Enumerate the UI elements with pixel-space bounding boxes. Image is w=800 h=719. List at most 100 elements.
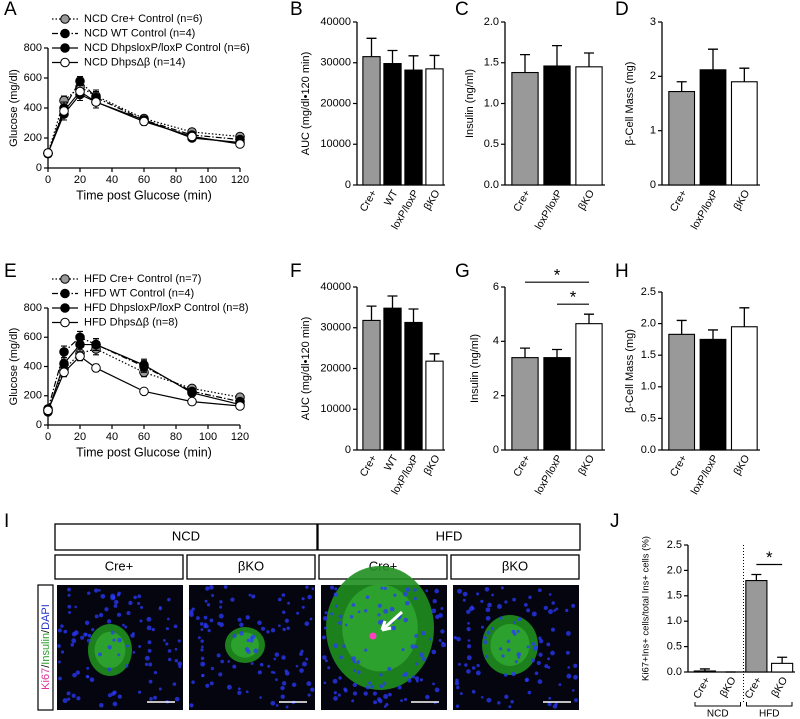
- data-point: [75, 86, 85, 97]
- nucleus: [327, 666, 331, 670]
- nucleus: [200, 639, 204, 643]
- nucleus: [174, 696, 180, 702]
- nucleus: [513, 632, 517, 636]
- nucleus: [573, 663, 578, 668]
- nucleus: [237, 687, 241, 691]
- nucleus: [352, 682, 358, 688]
- nucleus: [248, 593, 252, 597]
- nucleus: [480, 696, 484, 699]
- x-tick-label: βKO: [731, 453, 752, 477]
- nucleus: [139, 619, 143, 623]
- nucleus: [337, 693, 341, 697]
- error-bar: [552, 348, 562, 358]
- nucleus: [414, 676, 420, 681]
- x-tick-label: 20: [74, 174, 86, 186]
- arrow: [380, 610, 404, 632]
- nucleus: [133, 595, 137, 600]
- nucleus: [76, 696, 81, 701]
- nucleus: [380, 586, 384, 590]
- nucleus: [508, 705, 512, 709]
- error-bar: [584, 52, 594, 67]
- nucleus: [200, 645, 204, 649]
- nucleus: [74, 605, 77, 609]
- y-tick-label: 20000: [320, 97, 351, 109]
- nucleus: [147, 648, 152, 653]
- stain-part: Ki67: [40, 668, 52, 690]
- data-point: [187, 388, 197, 398]
- nucleus: [413, 588, 417, 592]
- nucleus: [137, 594, 142, 599]
- nucleus: [259, 662, 264, 667]
- nucleus: [275, 704, 279, 707]
- nucleus: [553, 609, 556, 612]
- nucleus: [301, 597, 305, 601]
- nucleus: [165, 642, 169, 646]
- nucleus: [402, 591, 408, 597]
- nucleus: [330, 585, 335, 590]
- column-label: Cre+: [105, 558, 134, 573]
- y-tick-label: 1.5: [667, 590, 682, 602]
- y-tick-label: 10000: [320, 138, 351, 150]
- nucleus: [435, 614, 440, 620]
- nucleus: [334, 604, 338, 608]
- bar: [511, 71, 539, 186]
- nucleus: [457, 588, 463, 594]
- nucleus: [246, 638, 250, 643]
- nucleus: [71, 693, 76, 698]
- bar: [730, 326, 758, 451]
- y-tick-label: 1.0: [667, 615, 682, 627]
- nucleus: [107, 645, 112, 650]
- nucleus: [567, 666, 571, 669]
- nucleus: [86, 666, 90, 670]
- nucleus: [219, 600, 223, 604]
- x-tick-label: Cre+: [668, 453, 690, 479]
- nucleus: [457, 662, 461, 666]
- x-tick-label: βKO: [422, 188, 443, 212]
- nucleus: [191, 680, 195, 684]
- nucleus: [144, 655, 150, 661]
- y-axis-label: Ki67+Ins+ cells/total Ins+ cells (%): [641, 536, 652, 681]
- nucleus: [280, 685, 285, 691]
- nucleus: [464, 663, 468, 667]
- nucleus: [144, 662, 149, 666]
- nucleus: [558, 683, 562, 687]
- nucleus: [124, 664, 129, 668]
- nucleus: [307, 594, 312, 600]
- nucleus: [332, 678, 338, 684]
- x-tick-label: βKO: [769, 675, 790, 699]
- nucleus: [273, 657, 277, 661]
- nucleus: [257, 670, 262, 675]
- stain-part: Insulin: [40, 633, 52, 665]
- y-tick-label: 0.0: [484, 179, 499, 191]
- group-label: HFD: [436, 528, 463, 543]
- nucleus: [504, 694, 509, 699]
- nucleus: [138, 645, 142, 648]
- nucleus: [67, 593, 71, 597]
- nucleus: [528, 595, 532, 600]
- nucleus: [132, 651, 136, 654]
- nucleus: [431, 608, 437, 614]
- x-tick-label: βKO: [718, 675, 739, 699]
- data-point: [187, 396, 197, 407]
- nucleus: [230, 597, 235, 602]
- nucleus: [490, 626, 495, 631]
- nucleus: [514, 660, 518, 664]
- significance-label: *: [766, 548, 773, 567]
- nucleus: [504, 600, 508, 604]
- nucleus: [253, 648, 259, 654]
- nucleus: [565, 631, 571, 636]
- nucleus: [189, 703, 194, 708]
- nucleus: [480, 599, 484, 603]
- nucleus: [285, 705, 289, 709]
- islet-core: [94, 631, 126, 669]
- y-tick-label: 0.5: [641, 412, 656, 424]
- nucleus: [274, 652, 280, 657]
- y-tick-label: 2.0: [667, 564, 682, 576]
- nucleus: [209, 585, 214, 590]
- x-axis-label: Time post Glucose (min): [76, 188, 212, 202]
- panel-letter: D: [615, 0, 629, 20]
- nucleus: [148, 679, 153, 684]
- nucleus: [205, 586, 210, 591]
- bar: [575, 66, 603, 186]
- stain-part: /: [40, 629, 52, 633]
